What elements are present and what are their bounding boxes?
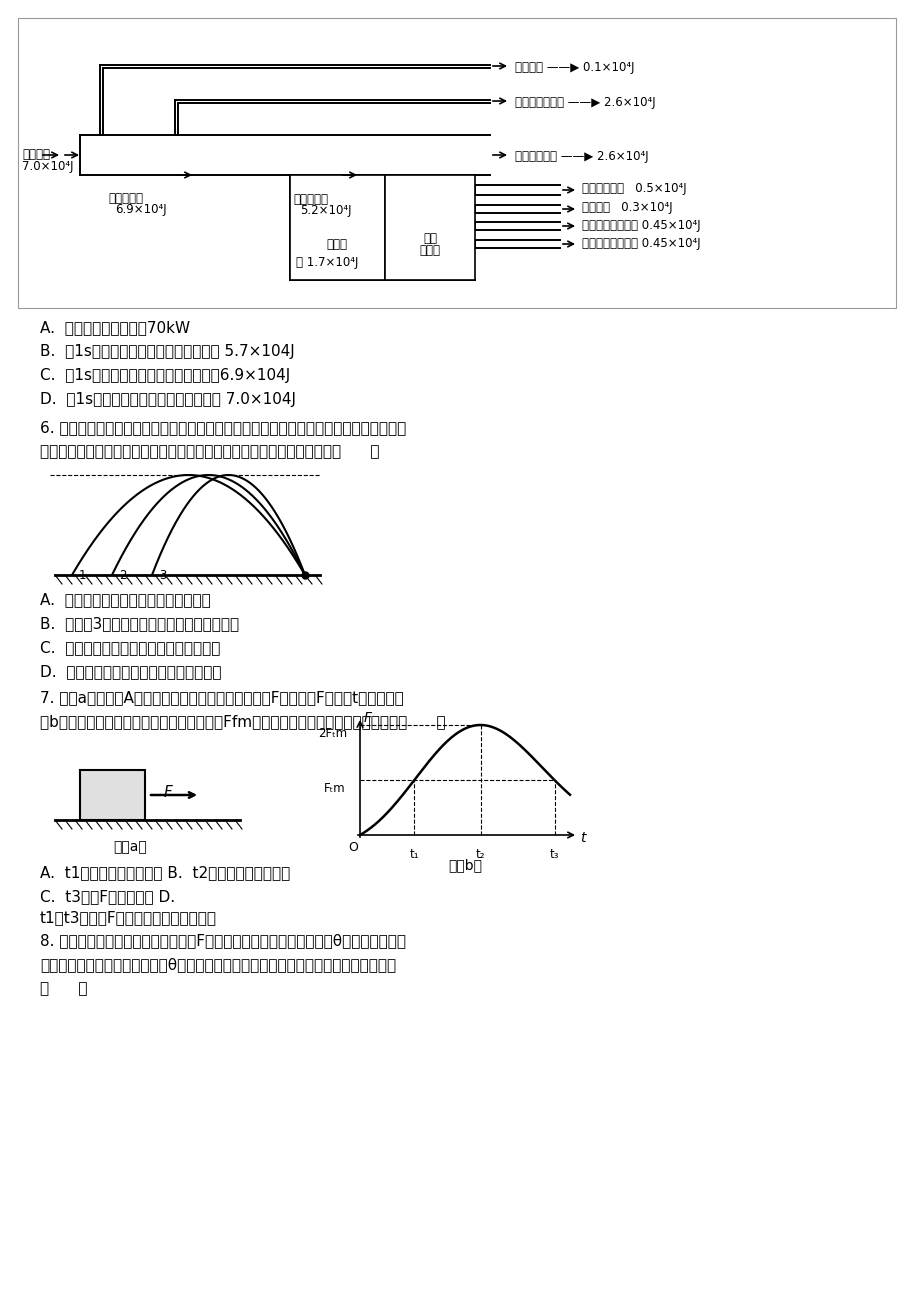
Text: 6.9×10⁴J: 6.9×10⁴J	[115, 203, 166, 216]
Text: 发动机: 发动机	[326, 238, 347, 251]
Text: 8. 如图所示，小明用一根轻绳以拉力F拉动木箱，当绳子与水平方向成θ角时，木箱能沿: 8. 如图所示，小明用一根轻绳以拉力F拉动木箱，当绳子与水平方向成θ角时，木箱能…	[40, 934, 405, 948]
Text: C.  t3时刻F的功率为零 D.: C. t3时刻F的功率为零 D.	[40, 889, 175, 904]
Text: A.  沿三条路径抛出的物体落地速率相等: A. 沿三条路径抛出的物体落地速率相等	[40, 592, 210, 607]
Bar	[289, 174, 384, 280]
Text: t₂: t₂	[475, 848, 484, 861]
Text: t: t	[579, 831, 584, 845]
Text: 2: 2	[119, 569, 127, 582]
Text: O: O	[347, 841, 357, 854]
Text: 水泵等构损耗   0.5×10⁴J: 水泵等构损耗 0.5×10⁴J	[582, 182, 686, 195]
Text: 6. 如图所示，水平地面上不同位置的三个物体沿三条不同的路径抛出，最终落在同一点，: 6. 如图所示，水平地面上不同位置的三个物体沿三条不同的路径抛出，最终落在同一点…	[40, 421, 406, 435]
Text: 3: 3	[159, 569, 166, 582]
Text: 传动: 传动	[423, 232, 437, 245]
Text: A.  发动机的输出功率为70kW: A. 发动机的输出功率为70kW	[40, 320, 190, 335]
Text: 图（b）: 图（b）	[448, 858, 482, 872]
Bar	[18, 18, 895, 309]
Text: 由排气管排出 ——▶ 2.6×10⁴J: 由排气管排出 ——▶ 2.6×10⁴J	[515, 150, 648, 163]
Text: 2Fₜm: 2Fₜm	[318, 727, 346, 740]
Text: F: F	[364, 711, 371, 725]
Text: D.  三个物体落地时重力做功的功率都相等: D. 三个物体落地时重力做功的功率都相等	[40, 664, 221, 680]
Text: 5.2×10⁴J: 5.2×10⁴J	[300, 204, 351, 217]
Text: 通过散热片散逸 ——▶ 2.6×10⁴J: 通过散热片散逸 ——▶ 2.6×10⁴J	[515, 96, 655, 109]
Text: 进入发动机: 进入发动机	[108, 191, 142, 204]
Text: 摩擦损耗   0.3×10⁴J: 摩擦损耗 0.3×10⁴J	[582, 201, 672, 214]
Text: （      ）: （ ）	[40, 980, 87, 996]
Text: 功 1.7×10⁴J: 功 1.7×10⁴J	[296, 256, 358, 270]
Text: B.  每1s消耗的燃料最终转化成的内能是 5.7×104J: B. 每1s消耗的燃料最终转化成的内能是 5.7×104J	[40, 344, 294, 359]
Text: A.  t1时刻物块的速度为零 B.  t2时刻物块的速度最大: A. t1时刻物块的速度为零 B. t2时刻物块的速度最大	[40, 865, 289, 880]
Text: 和驱动: 和驱动	[419, 243, 440, 256]
Text: t₃: t₃	[550, 848, 559, 861]
Text: 损耗的热能: 损耗的热能	[292, 193, 328, 206]
Text: （b）所示。设物块与地面间的最大静摩擦力Ffm的大小与滑动摩擦力的大小相等，则（      ）: （b）所示。设物块与地面间的最大静摩擦力Ffm的大小与滑动摩擦力的大小相等，则（…	[40, 713, 445, 729]
Text: 克服空气阻力做功 0.45×10⁴J: 克服空气阻力做功 0.45×10⁴J	[582, 219, 700, 232]
Text: F: F	[164, 785, 172, 799]
Text: t₁: t₁	[409, 848, 418, 861]
Text: 燃料蒸发 ——▶ 0.1×10⁴J: 燃料蒸发 ——▶ 0.1×10⁴J	[515, 61, 634, 74]
Text: Fₜm: Fₜm	[323, 783, 346, 796]
Text: 7. 图（a）中物块A静止在水平地面上，受到水平拉力F的作用，F与时间t的关系如图: 7. 图（a）中物块A静止在水平地面上，受到水平拉力F的作用，F与时间t的关系如…	[40, 690, 403, 704]
Text: C.  三个物体抛出时初速度的竖直分量相等: C. 三个物体抛出时初速度的竖直分量相等	[40, 641, 221, 655]
Text: 图（a）: 图（a）	[113, 840, 147, 854]
Text: A: A	[106, 792, 119, 809]
Bar	[80, 769, 145, 820]
Text: D.  每1s消耗的燃料最终转化成的内能是 7.0×104J: D. 每1s消耗的燃料最终转化成的内能是 7.0×104J	[40, 392, 296, 408]
Text: 克服转动阻力做功 0.45×10⁴J: 克服转动阻力做功 0.45×10⁴J	[582, 237, 700, 250]
Text: 三条路径的最高点是等高的，若忽略空气阻力的影响，下列说法正确的是（      ）: 三条路径的最高点是等高的，若忽略空气阻力的影响，下列说法正确的是（ ）	[40, 444, 380, 460]
Text: 水平面做匀速直线运动。若增大θ角，而保持木箱运动的速度不变，以下说法中正确的是: 水平面做匀速直线运动。若增大θ角，而保持木箱运动的速度不变，以下说法中正确的是	[40, 957, 396, 973]
Bar	[384, 174, 474, 280]
Text: 1: 1	[79, 569, 86, 582]
Text: C.  每1s消耗的燃料最终转化成的内能是6.9×104J: C. 每1s消耗的燃料最终转化成的内能是6.9×104J	[40, 368, 289, 383]
Text: B.  沿路径3抛出的物体在空中运动的时间最长: B. 沿路径3抛出的物体在空中运动的时间最长	[40, 616, 239, 631]
Text: 来自燃料: 来自燃料	[22, 148, 50, 161]
Text: t1～t3时间内F对物块先做正功后做负功: t1～t3时间内F对物块先做正功后做负功	[40, 910, 217, 924]
Text: 7.0×10⁴J: 7.0×10⁴J	[22, 160, 74, 173]
